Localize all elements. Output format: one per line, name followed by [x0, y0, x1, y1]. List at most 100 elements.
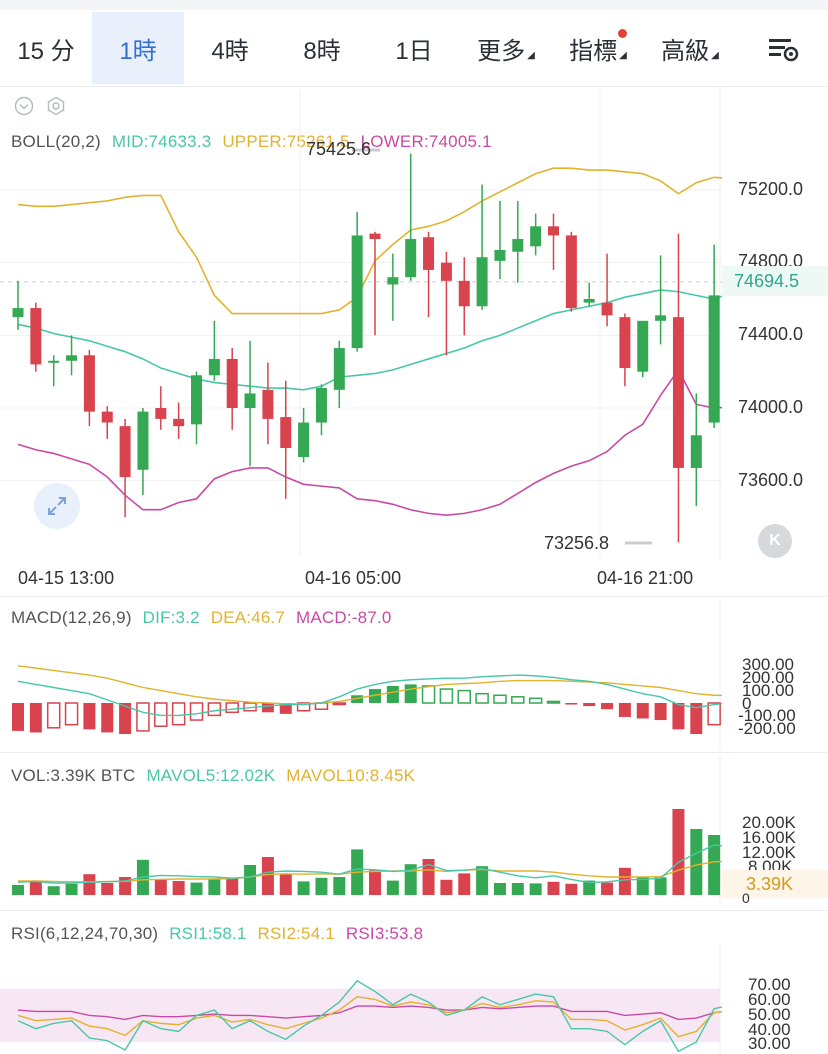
tab-3[interactable]: 8時 [276, 12, 368, 84]
macd-bar [369, 689, 381, 703]
macd-bar [207, 702, 222, 717]
tab-divider [0, 86, 828, 87]
macd-bar [404, 684, 417, 703]
chart-controls [14, 96, 66, 116]
macd-bar [83, 703, 96, 730]
tab-6[interactable]: 指標 ◢ [552, 12, 644, 84]
macd-bar [225, 702, 239, 714]
candle-body [548, 226, 559, 236]
candle-body [637, 320, 649, 372]
volume-bar [244, 865, 257, 895]
chart-settings-button[interactable] [740, 14, 828, 84]
fullscreen-button[interactable] [34, 483, 80, 529]
volume-bar [154, 879, 167, 895]
rsi-tick: 60.00 [748, 990, 791, 1009]
candle-body [601, 302, 613, 316]
tab-5[interactable]: 更多 ◢ [460, 12, 552, 84]
volume-tick: 16.00K [742, 828, 796, 847]
tab-label: 1時 [119, 37, 157, 65]
volume-bar [315, 877, 328, 895]
macd-bar [332, 702, 347, 706]
volume-bar [690, 829, 703, 895]
k-icon: K [769, 532, 781, 549]
macd-bar [189, 702, 204, 721]
candle-body [530, 226, 542, 247]
indicator-settings-icon[interactable] [46, 96, 66, 116]
pane-divider [0, 596, 828, 597]
price-tick: 73600.0 [738, 470, 804, 490]
volume-bar [547, 881, 560, 895]
status-strip [0, 0, 828, 10]
tab-4[interactable]: 1日 [368, 12, 460, 84]
tab-label: 15 分 [17, 37, 75, 65]
volume-bar [172, 881, 185, 895]
volume-bar [29, 881, 42, 895]
candlestick-chart[interactable] [0, 0, 722, 560]
tab-label: 8時 [303, 37, 341, 65]
macd-tick: 200.00 [742, 668, 794, 687]
time-tick: 04-16 21:00 [597, 568, 694, 588]
candle-body [583, 299, 595, 303]
candle-body [565, 235, 577, 309]
interval-tab-bar: 15 分 1時 4時 8時 1日 更多 ◢ 指標 ◢ 高級 ◢ [0, 12, 828, 86]
tab-7[interactable]: 高級 ◢ [644, 12, 736, 84]
macd-bar [421, 685, 436, 704]
candle-body [690, 435, 702, 468]
boll-lower-value: LOWER:74005.1 [360, 132, 492, 151]
candle-body [655, 315, 667, 321]
macd-bar [654, 703, 667, 721]
tab-2[interactable]: 4時 [184, 12, 276, 84]
volume-bar [65, 883, 78, 895]
volume-bar [565, 883, 578, 895]
macd-tick: -100.00 [738, 706, 796, 725]
candle-body [351, 235, 363, 349]
macd-bar [279, 703, 292, 714]
volume-bar [708, 835, 721, 895]
macd-chart [12, 600, 722, 750]
current-price-tag: 74694.5 [722, 266, 828, 296]
candle-body [208, 358, 220, 376]
tab-1[interactable]: 1時 [92, 12, 184, 84]
macd-dif-line [17, 674, 722, 717]
macd-bar [46, 702, 61, 729]
volume-bar [297, 881, 310, 895]
boll-mid-line [17, 289, 722, 391]
macd-value: MACD:-87.0 [296, 608, 392, 627]
volume-bar [47, 886, 60, 895]
macd-bar [546, 700, 561, 704]
tab-0[interactable]: 15 分 [0, 12, 92, 84]
price-tick: 74400.0 [738, 324, 804, 344]
macd-tick: 300.00 [742, 655, 794, 674]
candle-body [494, 249, 506, 261]
candle-body [12, 308, 24, 318]
boll-lower-line [17, 368, 722, 516]
tab-label: 1日 [395, 37, 433, 65]
candle-body [30, 308, 42, 365]
pane-divider [0, 910, 828, 911]
candle-body [423, 237, 435, 270]
candle-body [226, 358, 238, 408]
macd-bar [119, 703, 132, 734]
jump-to-latest-button[interactable]: K [758, 524, 792, 558]
collapse-chevron-icon[interactable] [14, 96, 34, 116]
volume-bar [333, 877, 346, 895]
volume-bar [279, 873, 292, 895]
volume-bar [493, 883, 506, 895]
price-tick: 74000.0 [738, 397, 804, 417]
volume-tick: 20.00K [742, 813, 796, 832]
candle-body [173, 418, 185, 427]
candle-body [137, 411, 149, 470]
macd-bar [101, 703, 114, 733]
candle-body [244, 393, 256, 408]
expand-arrows-icon [48, 497, 66, 515]
macd-bar [351, 695, 364, 703]
macd-bar [636, 703, 649, 719]
candle-body [708, 295, 720, 423]
notification-dot-icon [618, 29, 627, 38]
volume-bar [12, 885, 24, 895]
tab-label: 指標 [569, 37, 618, 65]
volume-bar [422, 859, 435, 895]
settings-icon [769, 39, 799, 62]
candle-body [476, 257, 488, 307]
volume-bar [101, 883, 114, 895]
